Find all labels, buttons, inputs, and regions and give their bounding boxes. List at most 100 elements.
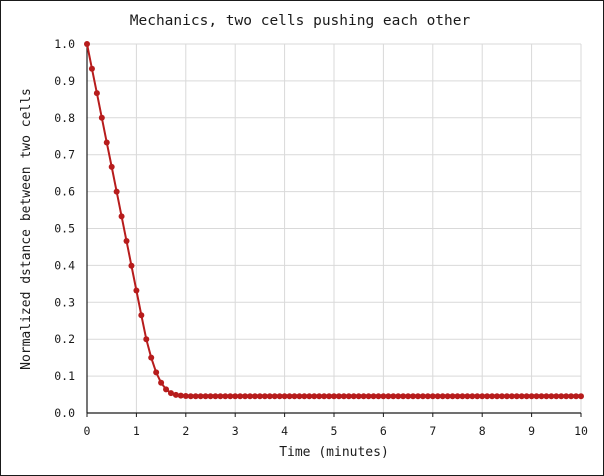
data-point [192, 393, 199, 400]
data-point [345, 393, 352, 400]
data-point [553, 393, 560, 400]
data-point [326, 393, 333, 400]
data-point [158, 379, 165, 386]
data-point [469, 393, 476, 400]
data-point [172, 391, 179, 398]
data-point [498, 393, 505, 400]
data-point [167, 390, 174, 397]
y-tick-labels: 0.0 0.1 0.2 0.3 0.4 0.5 0.6 0.7 0.8 0.9 1.0 [54, 37, 75, 420]
x-tick-label: 3 [232, 424, 239, 438]
x-axis-label: Time (minutes) [279, 445, 389, 460]
data-point [182, 393, 189, 400]
data-point [281, 393, 288, 400]
chart-title: Mechanics, two cells pushing each other [130, 13, 471, 29]
data-point [414, 393, 421, 400]
data-point [578, 393, 584, 400]
data-point [197, 393, 204, 400]
data-point [494, 393, 501, 400]
data-point [232, 393, 239, 400]
data-point [311, 393, 318, 400]
data-point [449, 393, 456, 400]
x-tick-label: 2 [182, 424, 189, 438]
x-tick-label: 9 [528, 424, 535, 438]
data-point [429, 393, 436, 400]
data-point [400, 393, 407, 400]
data-point [316, 393, 323, 400]
data-point [301, 393, 308, 400]
x-tick-label: 0 [84, 424, 91, 438]
x-tick-label: 1 [133, 424, 140, 438]
data-point [256, 393, 263, 400]
data-point [143, 336, 150, 343]
data-point [103, 139, 110, 146]
data-point [266, 393, 273, 400]
data-point [331, 393, 337, 400]
x-tick-label: 6 [380, 424, 387, 438]
data-point [395, 393, 402, 400]
y-tick-label: 0.2 [54, 332, 75, 346]
data-point [434, 393, 441, 400]
data-point [340, 393, 347, 400]
data-point [202, 393, 209, 400]
data-point [454, 393, 461, 400]
data-point [405, 393, 412, 400]
data-point [335, 393, 342, 400]
x-tick-label: 8 [479, 424, 486, 438]
data-point [489, 393, 496, 400]
data-point [113, 188, 120, 195]
data-point [163, 386, 170, 393]
data-point [227, 393, 234, 400]
data-point [548, 393, 555, 400]
y-tick-label: 0.7 [54, 148, 75, 162]
data-point [138, 312, 145, 319]
y-tick-label: 0.8 [54, 111, 75, 125]
data-point [390, 393, 397, 400]
data-point [464, 393, 471, 400]
data-point [222, 393, 229, 400]
gridlines [87, 43, 582, 413]
data-point [251, 393, 258, 400]
data-point [380, 393, 387, 400]
y-tick-label: 0.6 [54, 185, 75, 199]
x-tick-label: 7 [429, 424, 436, 438]
data-point [563, 393, 570, 400]
data-point [108, 163, 115, 170]
data-point [444, 393, 451, 400]
data-point [123, 238, 130, 245]
data-point [350, 393, 357, 400]
x-tick-label: 10 [574, 424, 588, 438]
y-tick-label: 1.0 [54, 37, 75, 51]
data-point [286, 393, 293, 400]
y-tick-label: 0.4 [54, 258, 75, 272]
data-point [247, 393, 254, 400]
data-point [459, 393, 466, 400]
data-point [237, 393, 244, 400]
data-point [133, 287, 140, 294]
data-point [474, 393, 481, 400]
y-tick-label: 0.0 [54, 406, 75, 420]
data-point [93, 90, 100, 97]
data-point [177, 392, 184, 399]
data-point [385, 393, 392, 400]
data-point [296, 393, 303, 400]
data-point [360, 393, 367, 400]
data-point [518, 393, 525, 400]
data-point [271, 393, 278, 400]
data-point [306, 393, 313, 400]
y-tick-label: 0.9 [54, 74, 75, 88]
data-point [88, 65, 95, 72]
data-point [207, 393, 214, 400]
data-point [355, 393, 362, 400]
data-point [410, 393, 417, 400]
x-tick-label: 4 [281, 424, 288, 438]
data-point [128, 262, 135, 269]
data-point [217, 393, 224, 400]
data-point [212, 393, 219, 400]
data-point [375, 393, 382, 400]
data-point [424, 393, 431, 400]
data-point [528, 393, 535, 400]
data-point [523, 393, 530, 400]
data-point [84, 41, 90, 47]
data-point [513, 393, 520, 400]
data-point [365, 393, 372, 400]
